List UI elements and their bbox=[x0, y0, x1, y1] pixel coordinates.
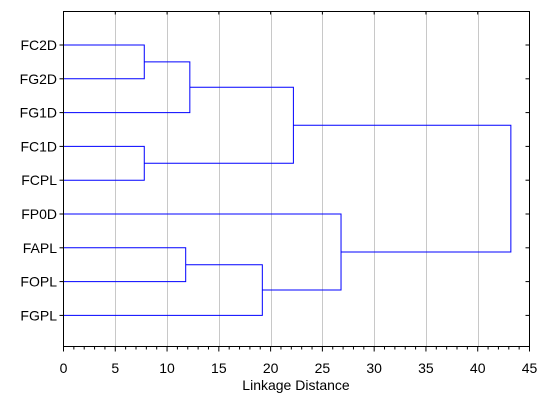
leaf-label: FC2D bbox=[20, 37, 57, 53]
leaf-label: FOPL bbox=[20, 274, 57, 290]
x-tick-label: 10 bbox=[159, 360, 175, 376]
leaf-label: FC1D bbox=[20, 138, 57, 154]
x-tick-label: 40 bbox=[470, 360, 486, 376]
x-tick-label: 0 bbox=[60, 360, 68, 376]
x-tick-label: 20 bbox=[263, 360, 279, 376]
x-tick-label: 5 bbox=[111, 360, 119, 376]
x-tick-label: 30 bbox=[366, 360, 382, 376]
leaf-label: FCPL bbox=[21, 172, 57, 188]
dendrogram-link bbox=[293, 124, 512, 253]
x-tick-label: 15 bbox=[211, 360, 227, 376]
dendrogram-link bbox=[144, 86, 294, 164]
axis-ticks bbox=[59, 11, 530, 352]
dendrogram-link bbox=[63, 145, 145, 181]
x-tick-label: 45 bbox=[522, 360, 538, 376]
leaf-label: FP0D bbox=[21, 206, 57, 222]
leaf-label: FG1D bbox=[20, 105, 57, 121]
dendrogram-link bbox=[63, 44, 145, 80]
x-axis-title: Linkage Distance bbox=[242, 377, 350, 393]
plot-frame bbox=[63, 11, 530, 347]
leaf-label: FAPL bbox=[23, 240, 57, 256]
x-tick-label: 35 bbox=[418, 360, 434, 376]
grid-lines bbox=[115, 11, 479, 347]
x-tick-labels: 0 5 10 15 20 25 30 35 40 45 bbox=[60, 360, 538, 376]
dendrogram-links bbox=[63, 44, 512, 316]
leaf-label: FG2D bbox=[20, 71, 57, 87]
leaf-labels: FC2D FG2D FG1D FC1D FCPL FP0D FAPL FOPL FGPL bbox=[20, 37, 58, 323]
dendrogram-link bbox=[63, 264, 263, 316]
leaf-label: FGPL bbox=[20, 307, 57, 323]
dendrogram-link bbox=[63, 61, 191, 114]
dendrogram-link bbox=[63, 213, 342, 291]
x-tick-label: 25 bbox=[315, 360, 331, 376]
